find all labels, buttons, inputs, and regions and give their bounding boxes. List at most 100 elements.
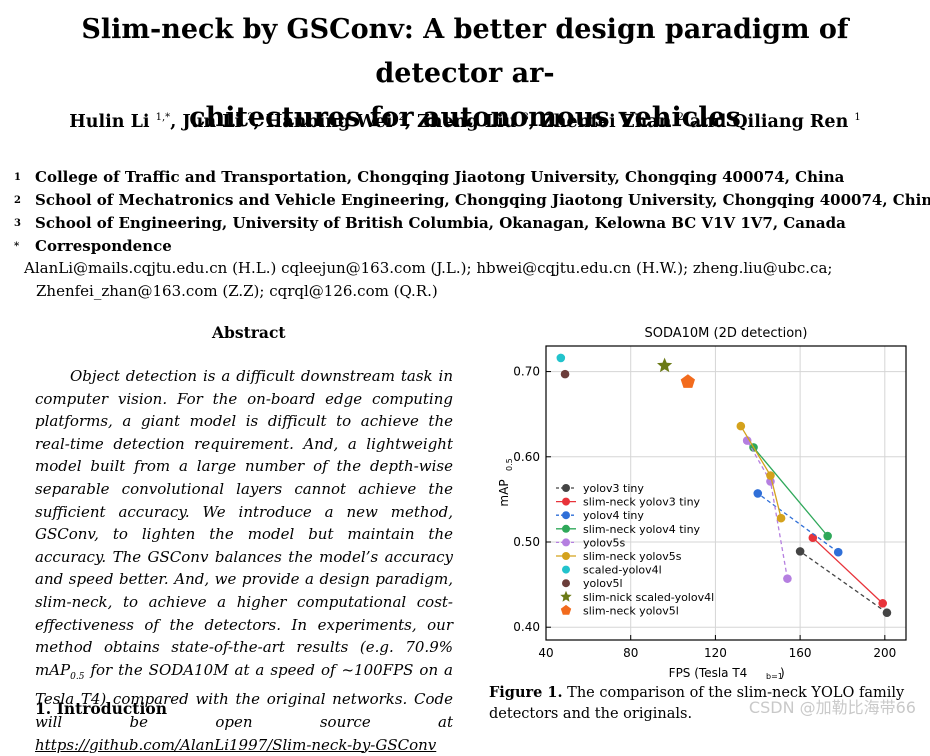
author-name: Hulin Li [69, 112, 156, 132]
data-point-star [657, 357, 673, 373]
legend-marker-pentagon [560, 604, 572, 615]
paper-title: Slim-neck by GSConv: A better design par… [20, 8, 910, 140]
author-list: Hulin Li 1,*, Jun Li 2, Hanbing Wei 2, Z… [69, 112, 861, 132]
author-name: Hanbing Wei [265, 112, 399, 132]
data-point [736, 421, 746, 431]
fps-vs-map-chart: SODA10M (2D detection) 40 80 120 160 200 0.40 0… [497, 326, 907, 680]
code-link[interactable]: https://github.com/AlanLi1997/Slim-neck-… [35, 735, 437, 754]
x-tick-label: 160 [789, 646, 812, 660]
author-affiliation-mark: 1 [854, 112, 861, 124]
affiliation-row: 2 School of Mechatronics and Vehicle Engi… [14, 189, 930, 212]
affiliation-text: School of Engineering, University of Bri… [35, 214, 846, 232]
title-line-2: chitectures for autonomous vehicles [189, 102, 741, 133]
affiliation-row: * Correspondence [14, 235, 914, 258]
series-line [753, 446, 829, 537]
data-point [560, 369, 570, 379]
legend-label: scaled-yolov4l [583, 564, 662, 577]
affiliation-number: * [14, 241, 20, 252]
legend-label: yolov5l [583, 577, 623, 590]
author-name: Qiliang Ren [732, 112, 855, 132]
affiliation-number: 3 [14, 218, 21, 229]
legend-marker [562, 579, 570, 588]
affiliations: 1 College of Traffic and Transportation, … [14, 166, 930, 258]
legend-marker [562, 538, 570, 547]
author-name: Zheng Liu [417, 112, 523, 132]
figure-label: Figure 1. [489, 684, 563, 701]
x-axis-label-subscript: b=1 [766, 672, 783, 680]
legend-marker [562, 484, 570, 492]
series-line [757, 492, 839, 553]
y-tick-label: 0.60 [513, 450, 540, 464]
author-affiliation-mark: 1,* [155, 112, 171, 124]
author-affiliation-mark: 2 [398, 112, 405, 124]
legend-label: slim-neck yolov3 tiny [583, 496, 701, 509]
data-point [742, 436, 752, 445]
author-name: Jun Li [182, 112, 248, 132]
data-point [795, 547, 805, 556]
y-tick-label: 0.40 [513, 620, 540, 634]
contact-line-2: Zhenfei_zhan@163.com (Z.Z); cqrql@126.co… [36, 282, 438, 300]
x-tick-label: 40 [538, 646, 553, 660]
legend-label: slim-neck yolov5s [583, 550, 682, 563]
data-point [753, 489, 763, 498]
contact-emails: AlanLi@mails.cqjtu.edu.cn (H.L.) cqleeju… [24, 257, 896, 303]
data-point [882, 608, 892, 618]
legend-label: slim-nick scaled-yolov4l [583, 591, 714, 604]
plot-frame [545, 345, 907, 641]
data-point [776, 513, 786, 523]
author-affiliation-mark: 3 [522, 112, 529, 124]
affiliation-row: 1 College of Traffic and Transportation, … [14, 166, 914, 189]
data-point [823, 531, 832, 541]
x-axis-label-end: ) [780, 666, 785, 680]
abstract-heading: Abstract [212, 323, 286, 342]
legend-marker [562, 552, 570, 560]
legend-marker [562, 565, 570, 574]
x-axis-label: FPS (Tesla T4 [669, 666, 748, 680]
abstract-text-post: for the SODA10M at a speed of ~100FPS on… [35, 660, 453, 731]
data-point [833, 547, 843, 557]
legend-label: yolov3 tiny [583, 482, 644, 495]
y-axis-label-subscript: 0.5 [505, 458, 514, 471]
series-line [812, 537, 884, 604]
data-point [556, 353, 566, 363]
series-line [799, 550, 888, 614]
affiliation-row: 3 School of Engineering, University of Br… [14, 212, 914, 235]
watermark: CSDN @加勒比海带66 [748, 698, 916, 717]
section-introduction-heading: 1. Introduction [35, 699, 167, 718]
legend-label: slim-neck yolov4 tiny [583, 523, 701, 536]
legend-marker [562, 497, 570, 506]
data-point [766, 471, 775, 480]
x-tick-label: 120 [704, 646, 727, 660]
affiliation-text: School of Mechatronics and Vehicle Engin… [35, 191, 930, 209]
y-tick-label: 0.50 [513, 535, 540, 549]
x-tick-label: 80 [623, 646, 638, 660]
data-point [878, 599, 888, 608]
affiliation-number: 2 [14, 195, 21, 206]
affiliation-text: Correspondence [35, 237, 172, 255]
affiliation-number: 1 [14, 172, 21, 183]
author-affiliation-mark: 2 [247, 112, 254, 124]
author-affiliation-mark: 2 [677, 112, 684, 124]
title-line-1: Slim-neck by GSConv: A better design par… [81, 14, 849, 89]
legend-label: slim-neck yolov5l [583, 604, 679, 617]
figure-caption: Figure 1. The comparison of the slim-nec… [489, 682, 909, 725]
y-tick-label: 0.70 [513, 365, 540, 379]
y-axis-label: mAP [497, 479, 511, 506]
contact-line-1: AlanLi@mails.cqjtu.edu.cn (H.L.) cqleeju… [24, 259, 833, 277]
x-tick-label: 200 [873, 646, 896, 660]
data-point-pentagon [680, 374, 695, 388]
figure-caption-text: The comparison of the slim-neck YOLO fam… [489, 685, 905, 722]
legend-label: yolov5s [583, 536, 626, 549]
legend-label: yolov4 tiny [583, 509, 644, 522]
legend-marker-star [560, 590, 572, 602]
chart-title: SODA10M (2D detection) [644, 326, 807, 341]
legend-marker [562, 511, 570, 520]
abstract-subscript: 0.5 [70, 671, 85, 682]
abstract-body: Object detection is a difficult downstre… [35, 365, 453, 756]
series-line [746, 440, 789, 579]
abstract-text-pre: Object detection is a difficult downstre… [35, 367, 453, 679]
data-point [783, 574, 792, 583]
legend-marker [562, 524, 570, 533]
data-point [808, 533, 818, 543]
author-name: Zhenfei Zhan [541, 112, 678, 132]
